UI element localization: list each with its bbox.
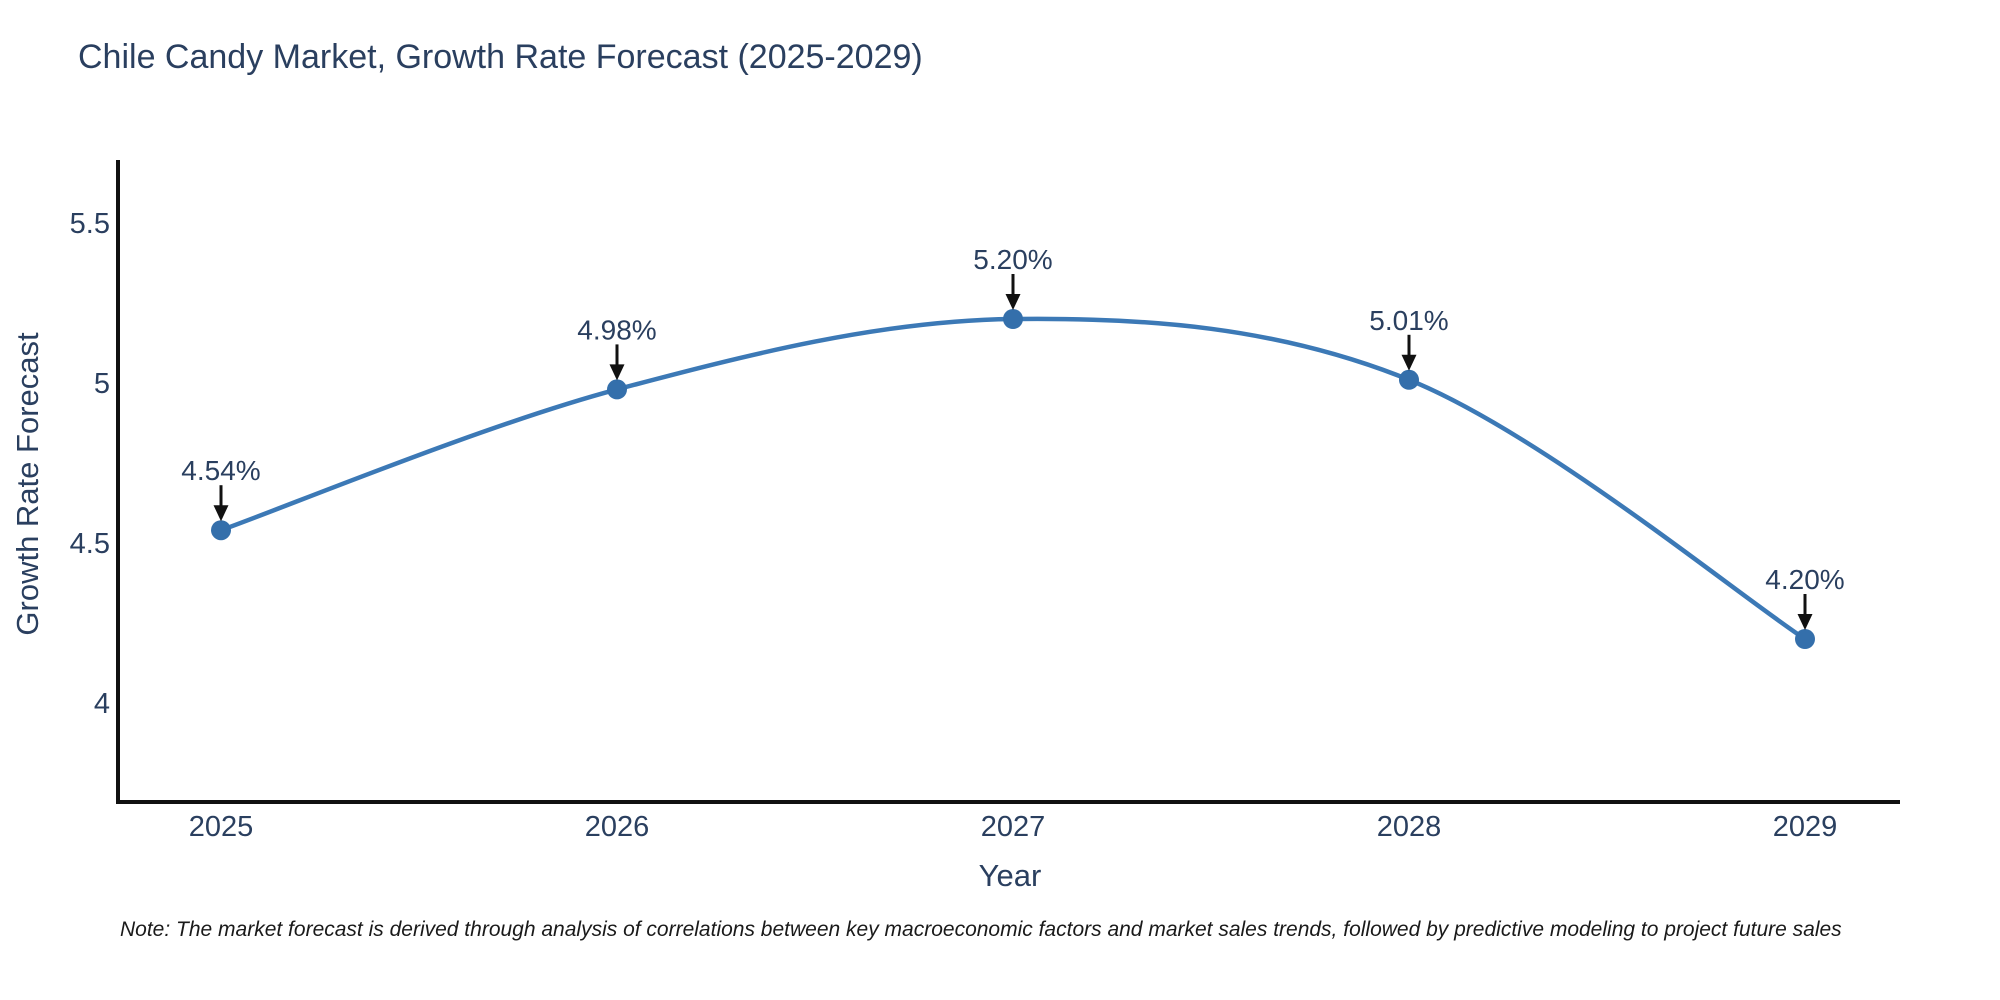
chart-title: Chile Candy Market, Growth Rate Forecast… (78, 38, 923, 76)
data-point-marker (1003, 309, 1023, 329)
footnote: Note: The market forecast is derived thr… (120, 918, 1842, 941)
x-tick-label: 2027 (981, 811, 1046, 843)
x-tick-label: 2026 (585, 811, 650, 843)
annotation-arrow-head (609, 364, 625, 381)
forecast-line (218, 316, 1808, 642)
y-tick-label: 4 (94, 688, 110, 720)
y-tick-label: 5.5 (70, 208, 110, 240)
data-point-marker (607, 379, 627, 400)
y-tick-label: 5 (94, 368, 110, 400)
point-annotation: 4.98% (577, 314, 656, 345)
x-axis-title: Year (978, 858, 1042, 893)
annotation-arrow-head (213, 505, 229, 522)
annotation-arrow-head (1797, 614, 1813, 630)
data-point-marker (211, 520, 231, 541)
annotation-arrow-head (1005, 294, 1021, 310)
y-tick-label: 4.5 (70, 528, 110, 560)
x-tick-label: 2025 (189, 811, 254, 843)
point-annotation: 5.01% (1369, 305, 1448, 336)
x-tick-label: 2029 (1773, 811, 1838, 843)
x-tick-label: 2028 (1377, 811, 1442, 843)
annotation-arrow-head (1401, 354, 1417, 371)
point-annotation: 4.20% (1765, 564, 1844, 595)
point-annotation: 5.20% (973, 244, 1052, 275)
data-point-marker (1795, 629, 1815, 649)
point-annotation: 4.54% (181, 455, 260, 486)
data-point-marker (1399, 369, 1419, 390)
